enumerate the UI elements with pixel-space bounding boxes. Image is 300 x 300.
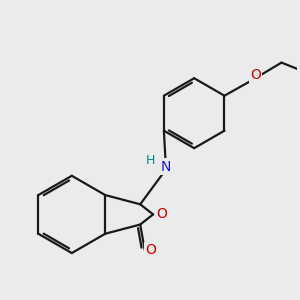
Text: O: O bbox=[156, 207, 167, 221]
Text: N: N bbox=[161, 160, 171, 174]
Text: O: O bbox=[250, 68, 261, 82]
Text: H: H bbox=[146, 154, 155, 166]
Text: O: O bbox=[145, 243, 156, 257]
